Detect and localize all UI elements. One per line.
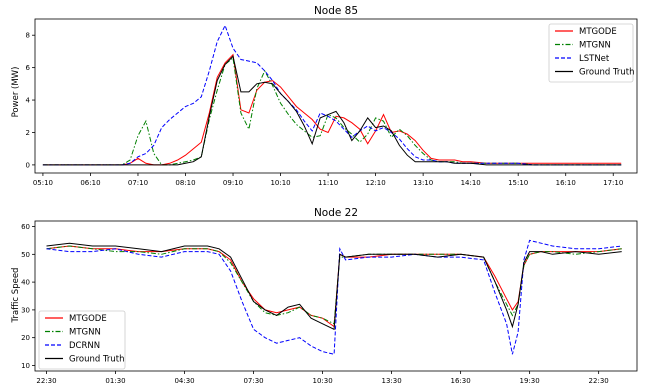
- legend-box: [38, 310, 126, 370]
- x-tick-label: 11:10: [318, 179, 338, 187]
- series-line-mtgnn: [42, 56, 622, 166]
- legend-label: Ground Truth: [579, 68, 635, 78]
- x-tick-label: 15:10: [508, 179, 528, 187]
- series-line-mtgnn: [46, 245, 622, 325]
- legend-label: MTGODE: [69, 314, 107, 324]
- x-tick-label: 13:10: [413, 179, 433, 187]
- plot-frame: [34, 18, 638, 174]
- legend-label: MTGNN: [579, 41, 611, 51]
- x-tick-label: 17:10: [603, 179, 623, 187]
- legend-label: MTGNN: [69, 328, 101, 338]
- x-tick-label: 19:30: [520, 377, 540, 385]
- x-tick-label: 01:30: [105, 377, 125, 385]
- y-tick-label: 10: [21, 362, 30, 370]
- series-line-dcrnn: [46, 239, 622, 355]
- axis-ticks: 05:10 06:10 07:10 08:10 09:10 10:10 11:10 12:10…: [26, 32, 624, 187]
- y-axis-label: Power (MW): [11, 67, 21, 118]
- series-line-ground-truth: [42, 55, 622, 166]
- x-tick-label: 16:10: [556, 179, 576, 187]
- x-tick-label: 05:10: [33, 179, 53, 187]
- y-tick-label: 40: [21, 279, 30, 287]
- x-tick-label: 09:10: [223, 179, 243, 187]
- x-tick-label: 10:10: [270, 179, 290, 187]
- y-tick-label: 0: [26, 161, 30, 169]
- y-tick-label: 6: [26, 64, 31, 72]
- chart-node-85: Node 85 Power (MW) 05:10 06:10 07:10 08:10 0…: [11, 5, 638, 187]
- x-tick-label: 12:10: [366, 179, 386, 187]
- legend-label: LSTNet: [579, 54, 610, 64]
- x-tick-label: 07:10: [128, 179, 148, 187]
- x-tick-label: 07:30: [243, 377, 263, 385]
- chart-title: Node 22: [314, 207, 358, 219]
- plot-frame: [34, 220, 638, 372]
- y-tick-label: 30: [21, 306, 30, 314]
- legend: MTGODE MTGNN DCRNN Ground Truth: [38, 310, 126, 370]
- y-tick-label: 60: [21, 223, 30, 231]
- series-lines: [46, 239, 622, 355]
- series-line-mtgode: [46, 245, 622, 328]
- chart-node-22: Node 22 Traffic Speed 22:30 01:30 04:30 07:…: [11, 207, 638, 385]
- legend-box: [548, 23, 634, 83]
- x-tick-label: 13:30: [382, 377, 402, 385]
- series-line-ground-truth: [46, 242, 622, 331]
- legend-label: MTGODE: [579, 27, 617, 37]
- y-tick-label: 8: [26, 32, 30, 40]
- x-tick-label: 10:30: [312, 377, 332, 385]
- x-tick-label: 04:30: [174, 377, 194, 385]
- x-tick-label: 08:10: [175, 179, 195, 187]
- x-tick-label: 22:30: [36, 377, 56, 385]
- y-tick-label: 20: [21, 334, 30, 342]
- legend-label: DCRNN: [69, 341, 100, 351]
- x-tick-label: 06:10: [80, 179, 100, 187]
- x-tick-label: 14:10: [461, 179, 481, 187]
- legend: MTGODE MTGNN LSTNet Ground Truth: [548, 23, 635, 83]
- y-axis-label: Traffic Speed: [11, 268, 21, 324]
- legend-label: Ground Truth: [69, 355, 125, 365]
- y-tick-label: 4: [26, 97, 31, 105]
- series-line-lstnet: [42, 24, 622, 166]
- series-line-mtgode: [42, 53, 622, 166]
- series-lines: [42, 24, 622, 166]
- axis-ticks: 22:30 01:30 04:30 07:30 10:30 13:30 16:30 19:30…: [21, 223, 609, 385]
- y-tick-label: 2: [26, 129, 30, 137]
- chart-title: Node 85: [314, 5, 358, 17]
- x-tick-label: 16:30: [451, 377, 471, 385]
- x-tick-label: 22:30: [589, 377, 609, 385]
- y-tick-label: 50: [21, 251, 30, 259]
